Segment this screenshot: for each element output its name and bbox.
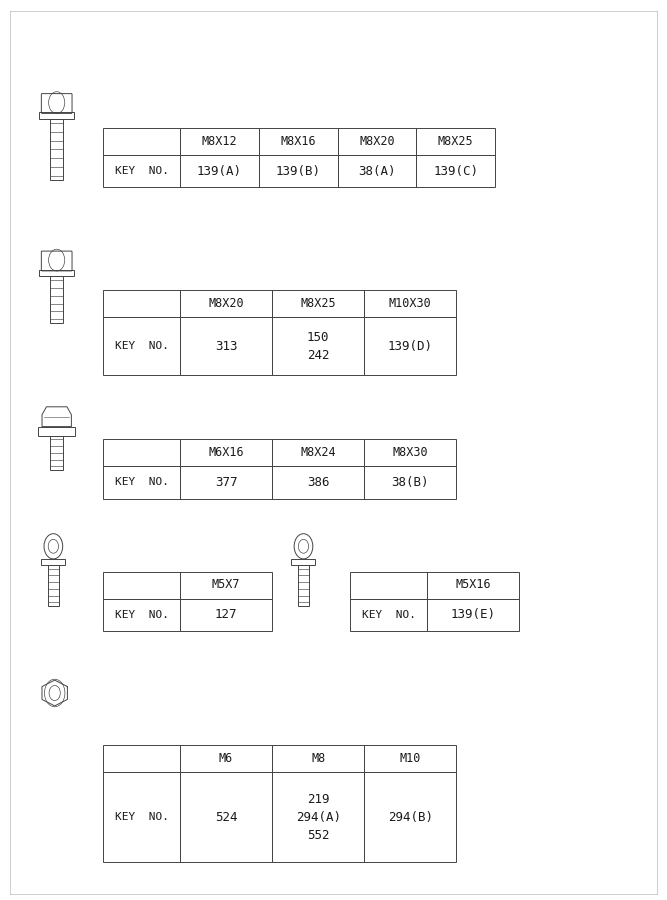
Text: 127: 127	[215, 608, 237, 621]
Bar	[180, 155, 259, 187]
Text: M8X16: M8X16	[280, 135, 316, 148]
Bar	[103, 745, 180, 772]
Bar	[416, 128, 495, 155]
Bar	[103, 128, 180, 155]
Text: 139(C): 139(C)	[433, 165, 478, 177]
Text: M8X12: M8X12	[201, 135, 237, 148]
Text: 38(B): 38(B)	[392, 476, 429, 489]
Bar	[103, 572, 180, 598]
Text: 150
242: 150 242	[307, 330, 329, 362]
Bar	[427, 572, 519, 598]
Text: M6: M6	[219, 752, 233, 765]
Bar	[338, 128, 416, 155]
Bar	[272, 317, 364, 375]
Bar	[338, 155, 416, 187]
Bar	[180, 572, 272, 598]
Text: M8X20: M8X20	[359, 135, 395, 148]
Bar	[350, 572, 427, 598]
Bar	[259, 155, 338, 187]
Text: KEY  NO.: KEY NO.	[115, 166, 169, 176]
Bar	[180, 772, 272, 862]
Bar	[364, 290, 456, 317]
Bar	[103, 290, 180, 317]
Bar	[103, 772, 180, 862]
Bar	[427, 598, 519, 631]
Bar	[103, 155, 180, 187]
Text: M8X25: M8X25	[438, 135, 474, 148]
Bar	[180, 439, 272, 466]
Bar	[180, 290, 272, 317]
Bar	[259, 128, 338, 155]
Bar	[272, 439, 364, 466]
Bar	[180, 598, 272, 631]
Bar	[272, 466, 364, 499]
Bar	[272, 772, 364, 862]
Text: KEY  NO.: KEY NO.	[362, 609, 416, 620]
Bar	[103, 439, 180, 466]
Bar	[364, 439, 456, 466]
Bar	[39, 112, 74, 119]
Bar	[364, 317, 456, 375]
Text: M6X16: M6X16	[208, 446, 244, 459]
Bar	[180, 128, 259, 155]
Text: M8X20: M8X20	[208, 297, 244, 310]
Bar	[272, 290, 364, 317]
Bar	[38, 427, 75, 436]
Text: 139(D): 139(D)	[388, 339, 433, 353]
Text: 139(E): 139(E)	[450, 608, 496, 621]
Text: KEY  NO.: KEY NO.	[115, 477, 169, 488]
Text: M5X7: M5X7	[212, 579, 240, 591]
Text: M10X30: M10X30	[389, 297, 432, 310]
Bar	[364, 772, 456, 862]
Bar	[180, 745, 272, 772]
Bar	[364, 745, 456, 772]
Text: KEY  NO.: KEY NO.	[115, 341, 169, 351]
Bar	[272, 745, 364, 772]
Text: 294(B): 294(B)	[388, 811, 433, 824]
Bar	[298, 565, 309, 606]
Bar	[350, 598, 427, 631]
Bar	[50, 436, 63, 470]
Bar	[50, 119, 63, 180]
Bar	[291, 559, 315, 565]
Text: 377: 377	[215, 476, 237, 489]
Text: 139(A): 139(A)	[197, 165, 242, 177]
Bar	[103, 317, 180, 375]
Text: M5X16: M5X16	[455, 579, 491, 591]
Text: M8X30: M8X30	[392, 446, 428, 459]
Text: 524: 524	[215, 811, 237, 824]
Bar	[364, 466, 456, 499]
Bar	[103, 466, 180, 499]
Bar	[50, 276, 63, 323]
Text: 219
294(A)
552: 219 294(A) 552	[295, 793, 341, 842]
Text: KEY  NO.: KEY NO.	[115, 812, 169, 823]
Text: M10: M10	[400, 752, 421, 765]
Text: M8X25: M8X25	[300, 297, 336, 310]
Text: M8X24: M8X24	[300, 446, 336, 459]
Text: KEY  NO.: KEY NO.	[115, 609, 169, 620]
Bar	[39, 270, 74, 276]
Bar	[48, 565, 59, 606]
Bar	[41, 559, 65, 565]
Bar	[180, 317, 272, 375]
Text: 313: 313	[215, 339, 237, 353]
Text: 386: 386	[307, 476, 329, 489]
Text: 139(B): 139(B)	[275, 165, 321, 177]
Bar	[180, 466, 272, 499]
Text: M8: M8	[311, 752, 325, 765]
Bar	[416, 155, 495, 187]
Text: 38(A): 38(A)	[358, 165, 396, 177]
Bar	[103, 598, 180, 631]
